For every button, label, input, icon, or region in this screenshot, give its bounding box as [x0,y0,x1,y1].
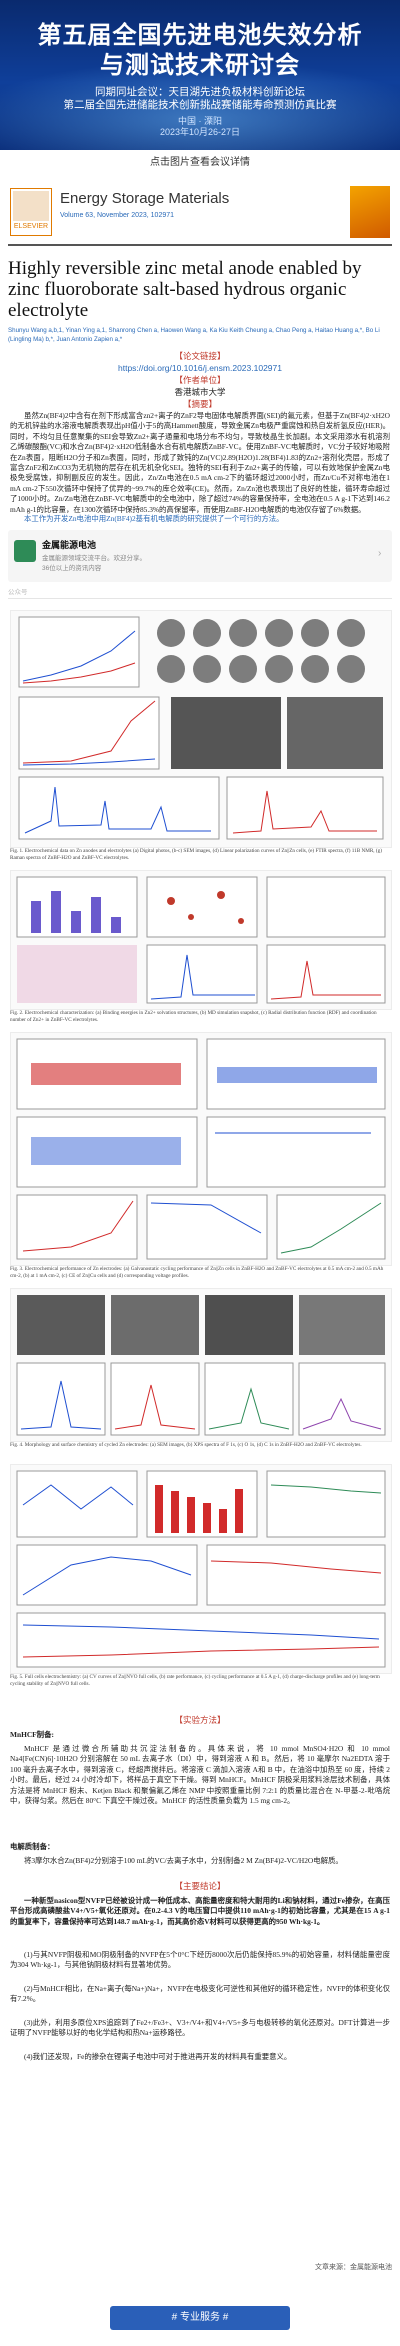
header-rule [8,244,392,246]
banner-date: 2023年10月26-27日 [159,127,241,137]
paper-title: Highly reversible zinc metal anode enabl… [8,258,362,321]
figure-4-caption: Fig. 4. Morphology and surface chemistry… [10,1442,362,1448]
banner-info: 中国 · 溧阳 2023年10月26-27日 [0,116,400,138]
publisher-name: ELSEVIER [13,223,49,230]
conclusion-intro: 一种新型nasicon型NVFP已经被设计成一种低成本、高能量密度和特大耐用的L… [10,1896,390,1926]
account-description: 金属能源领域交流平台。欢迎分享。 [42,555,146,562]
banner-caption[interactable]: 点击图片查看会议详情 [150,157,250,168]
banner-glow [0,60,400,150]
account-logo [14,540,36,562]
conclusion-item-2: (2)与MnHCF相比，在Na+离子(每Na+)Na+，NVFP在电极变化可逆性… [10,1984,390,2004]
banner-title: 第五届全国先进电池失效分析 与测试技术研讨会 [0,20,400,80]
figure-4-graphic [16,1295,386,1436]
conclusion-item-3: (3)此外，利用多原位XPS追踪到了Fe2+/Fe3+、V3+/V4+和V4+/… [10,2018,390,2038]
account-count: 36位以上的资讯内容 [42,565,102,572]
paper-authors: Shunyu Wang a,b,1, Yinan Ying a,1, Shanr… [8,327,380,343]
figure-5 [10,1464,392,1674]
electrolyte-title: 电解质制备： [10,1842,55,1851]
conclusion-item-1: (1)与其NVFP阴极和MO阴极制备的NVFP在5个0°C下经历8000次后仍能… [10,1950,390,1970]
banner-location: 中国 · 溧阳 [178,116,222,126]
experimental-body: MnHCF 是通过微合所辅助共沉淀法制备的。具体来说，将 10 mmol MnS… [10,1744,390,1806]
figure-3 [10,1032,392,1266]
elsevier-logo: ELSEVIER [10,188,52,236]
authors-header: 【作者单位】 [174,375,226,385]
banner-sub-line1: 同期同址会议：天目湖先进负极材料创新论坛 [95,86,305,98]
journal-volume: Volume 63, November 2023, 102971 [60,212,175,219]
journal-name: Energy Storage Materials [60,190,230,207]
experimental-header: 【实验方法】 [174,1715,226,1725]
figure-2-caption: Fig. 2. Electrochemical characterization… [10,1010,377,1023]
figure-4 [10,1288,392,1442]
chevron-right-icon: › [378,548,382,559]
electrolyte-body: 将3摩尔水合Zn(BF4)2分别溶于100 mL的VC/去离子水中，分别制备2 … [24,1856,343,1865]
service-tag[interactable]: # 专业服务 # [110,2306,290,2330]
banner-title-line1: 第五届全国先进电池失效分析 [37,21,363,49]
official-account-label: 公众号 [8,589,28,596]
banner-title-line2: 与测试技术研讨会 [100,51,300,79]
affiliation: 香港城市大学 [174,387,226,397]
abstract-header: 【摘要】 [182,399,217,409]
figure-1-caption: Fig. 1. Electrochemical data on Zn anode… [10,848,382,861]
figure-3-graphic [16,1038,386,1260]
conclusion-header: 【主要结论】 [174,1881,226,1891]
figure-1 [10,610,392,848]
figure-1-graphic [18,616,384,840]
figure-5-caption: Fig. 5. Full cells electrochemistry: (a)… [10,1674,380,1687]
conclusion-item-4: (4)我们还发现，Fe的掺杂在锂离子电池中可对于推进再开发的材料具有重要意义。 [24,2052,292,2061]
banner-sub-line2: 第二届全国先进储能技术创新挑战赛储能寿命预测仿真比赛 [63,99,337,111]
abstract-text: 虽然Zn(BF4)2中含有在剂下形成富含zn2+离子的ZnF2导电固体电解质界面… [10,411,390,514]
banner-subtitle: 同期同址会议：天目湖先进负极材料创新论坛 第二届全国先进储能技术创新挑战赛储能寿… [0,86,400,112]
journal-cover [350,186,390,238]
link-header: 【论文链接】 [174,351,226,361]
divider [8,598,392,599]
figure-3-caption: Fig. 3. Electrochemical performance of Z… [10,1266,384,1279]
account-name: 金属能源电池 [42,540,97,550]
article-source: 文章来源：金属能源电池 [315,2264,392,2271]
paper-link[interactable]: https://doi.org/10.1016/j.ensm.2023.1029… [118,363,282,373]
account-card[interactable] [8,530,392,582]
abstract-end: 本工作为开发Zn电池中用Zn(BF4)2基有机电解质的研究提供了一个可行的方法。 [24,514,284,523]
figure-2 [10,870,392,1010]
figure-5-graphic [16,1470,386,1668]
figure-2-graphic [16,876,386,1004]
experimental-title: MnHCF制备: [10,1730,54,1739]
conference-banner[interactable] [0,0,400,150]
